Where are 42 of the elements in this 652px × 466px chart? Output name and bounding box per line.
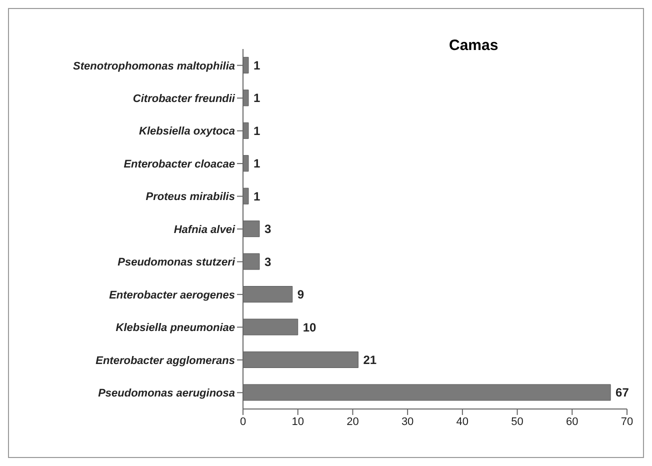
x-tick-label: 10 [292, 416, 304, 428]
x-tick-label: 20 [346, 416, 359, 428]
data-label: 3 [264, 254, 272, 269]
y-tick-label: Hafnia alvei [174, 224, 236, 236]
x-tick-label: 30 [401, 416, 414, 428]
x-tick-label: 60 [566, 416, 578, 428]
bar [243, 351, 358, 368]
y-tick-label: Enterobacter cloacae [124, 158, 235, 170]
x-tick-label: 40 [456, 416, 469, 428]
data-label: 1 [253, 156, 260, 171]
data-label: 1 [253, 91, 260, 106]
y-tick-label: Pseudomonas aeruginosa [98, 388, 235, 400]
y-tick-label: Stenotrophomonas maltophilia [73, 60, 235, 72]
data-label: 3 [264, 222, 272, 236]
bar [243, 90, 249, 106]
y-tick-label: Klebsiella pneumoniae [116, 322, 235, 334]
bar [243, 384, 611, 401]
bar [243, 122, 249, 139]
bar [243, 253, 260, 270]
bar [243, 56, 249, 74]
data-label: 1 [253, 58, 260, 72]
y-tick-label: Proteus mirabilis [146, 191, 235, 204]
chart-title: Camas [449, 37, 498, 54]
data-label: 67 [616, 386, 630, 400]
data-label: 21 [363, 352, 377, 367]
y-tick-label: Citrobacter freundii [132, 92, 236, 105]
data-label: 9 [297, 288, 304, 302]
y-tick-label: Pseudomonas stutzeri [118, 256, 236, 269]
x-tick-label: 50 [511, 416, 524, 428]
data-label: 1 [253, 189, 260, 204]
x-tick-label: 0 [240, 416, 246, 428]
bar [243, 220, 260, 238]
bar [243, 286, 293, 303]
data-label: 10 [302, 320, 317, 334]
data-label: 1 [253, 124, 260, 138]
bar [243, 188, 249, 204]
y-tick-label: Klebsiella oxytoca [139, 126, 235, 138]
x-tick-label: 70 [620, 416, 634, 428]
bar [243, 155, 249, 172]
y-tick-label: Enterobacter agglomerans [96, 354, 235, 367]
y-tick-label: Enterobacter aerogenes [109, 289, 235, 302]
bar [243, 318, 298, 336]
